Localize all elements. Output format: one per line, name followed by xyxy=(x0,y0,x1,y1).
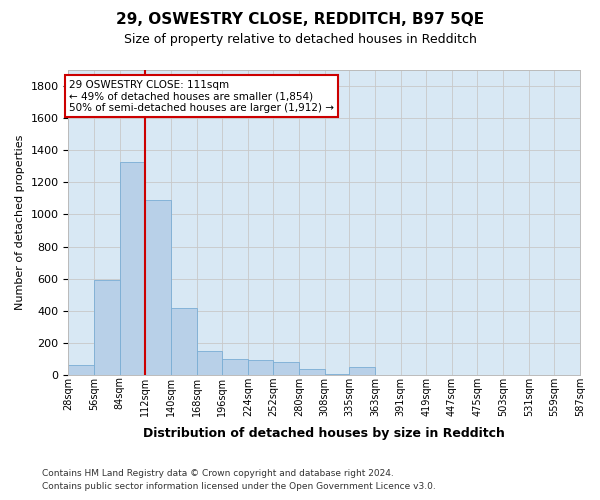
X-axis label: Distribution of detached houses by size in Redditch: Distribution of detached houses by size … xyxy=(143,427,505,440)
Bar xyxy=(119,162,145,375)
Text: Size of property relative to detached houses in Redditch: Size of property relative to detached ho… xyxy=(124,32,476,46)
Text: 29 OSWESTRY CLOSE: 111sqm
← 49% of detached houses are smaller (1,854)
50% of se: 29 OSWESTRY CLOSE: 111sqm ← 49% of detac… xyxy=(70,80,334,113)
Bar xyxy=(94,280,119,375)
Bar xyxy=(248,360,274,375)
Text: 29, OSWESTRY CLOSE, REDDITCH, B97 5QE: 29, OSWESTRY CLOSE, REDDITCH, B97 5QE xyxy=(116,12,484,28)
Bar xyxy=(349,367,375,375)
Text: Contains public sector information licensed under the Open Government Licence v3: Contains public sector information licen… xyxy=(42,482,436,491)
Bar xyxy=(68,366,94,375)
Bar xyxy=(299,370,325,375)
Text: Contains HM Land Registry data © Crown copyright and database right 2024.: Contains HM Land Registry data © Crown c… xyxy=(42,468,394,477)
Bar xyxy=(171,308,197,375)
Bar xyxy=(274,362,299,375)
Bar xyxy=(222,359,248,375)
Bar xyxy=(197,351,222,375)
Bar xyxy=(325,374,350,375)
Y-axis label: Number of detached properties: Number of detached properties xyxy=(15,135,25,310)
Bar xyxy=(145,200,171,375)
